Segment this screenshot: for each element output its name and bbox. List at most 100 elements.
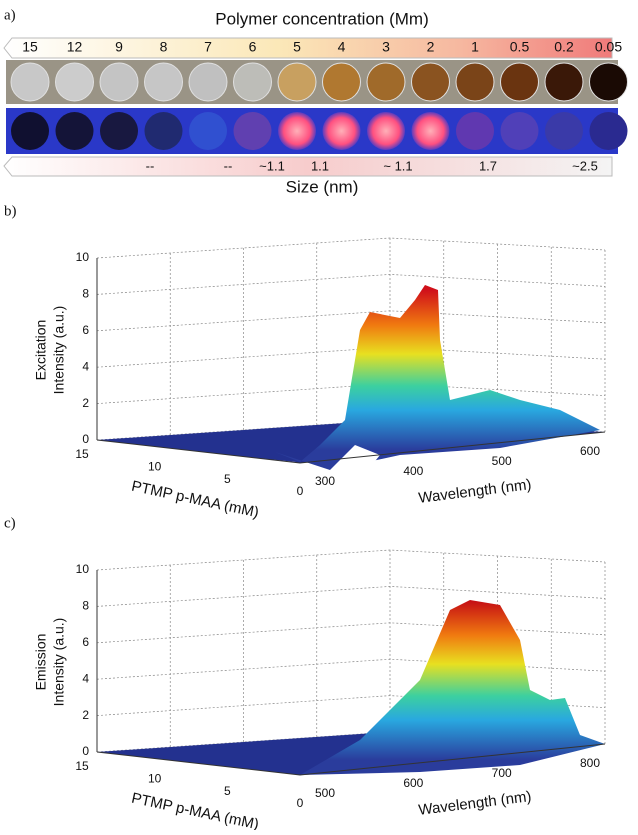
concentration-label: 9 bbox=[115, 39, 123, 55]
z-tick-label: 4 bbox=[82, 359, 89, 373]
3d-axes: 0 2 4 6 8 10 bbox=[76, 549, 606, 758]
axis-line bbox=[96, 431, 606, 464]
y-tick-label: 0 bbox=[297, 484, 304, 498]
well-uv bbox=[545, 112, 583, 150]
well-daylight bbox=[233, 62, 272, 102]
well-daylight bbox=[188, 62, 228, 102]
x-tick-label: 300 bbox=[315, 474, 335, 488]
grid-line bbox=[96, 549, 606, 571]
x-tick-label: 800 bbox=[580, 756, 600, 770]
concentration-label: 0.2 bbox=[554, 39, 574, 55]
x-axis-title: Wavelength (nm) bbox=[417, 788, 532, 819]
z-tick-label: 4 bbox=[82, 671, 89, 685]
concentration-label: 15 bbox=[22, 39, 38, 55]
concentration-arrow bbox=[3, 37, 613, 59]
well-daylight bbox=[144, 62, 183, 102]
grid-line bbox=[96, 622, 606, 644]
z-axis-title: Emission bbox=[33, 634, 49, 691]
z-tick-label: 6 bbox=[82, 635, 89, 649]
y-axis-title: PTMP p-MAA (mM) bbox=[130, 790, 260, 830]
y-tick-label: 0 bbox=[297, 796, 304, 810]
concentration-label: 4 bbox=[338, 39, 346, 55]
concentration-label: 2 bbox=[427, 39, 435, 55]
well-uv bbox=[500, 112, 539, 150]
x-tick-label: 600 bbox=[403, 776, 423, 790]
well-daylight bbox=[589, 62, 628, 102]
panel-title: Polymer concentration (Mm) bbox=[215, 9, 429, 28]
size-value: ~ 1.1 bbox=[383, 158, 412, 173]
concentration-label: 12 bbox=[67, 39, 83, 55]
y-tick-label: 5 bbox=[224, 784, 231, 798]
concentration-label: 7 bbox=[204, 39, 212, 55]
size-value: ~1.1 bbox=[259, 158, 285, 173]
panel-label: b) bbox=[4, 203, 17, 219]
concentration-label: 8 bbox=[160, 39, 168, 55]
z-tick-label: 6 bbox=[82, 323, 89, 337]
well-daylight bbox=[277, 62, 317, 102]
well-daylight bbox=[544, 62, 584, 102]
x-tick-label: 600 bbox=[580, 444, 600, 458]
well-daylight bbox=[99, 62, 139, 102]
size-value: -- bbox=[146, 158, 155, 173]
panel-label: c) bbox=[4, 515, 16, 531]
well-uv bbox=[367, 112, 405, 150]
well-uv bbox=[233, 112, 272, 150]
x-tick-label: 500 bbox=[492, 454, 512, 468]
well-daylight bbox=[10, 62, 50, 102]
well-uv bbox=[278, 112, 316, 150]
well-daylight bbox=[455, 62, 495, 102]
well-daylight bbox=[500, 62, 539, 102]
concentration-label: 5 bbox=[293, 39, 301, 55]
y-tick-label: 10 bbox=[148, 772, 162, 786]
concentration-label: 6 bbox=[249, 39, 257, 55]
concentration-label: 3 bbox=[382, 39, 390, 55]
y-tick-label: 5 bbox=[224, 472, 231, 486]
z-tick-label: 8 bbox=[82, 599, 89, 613]
z-axis-title: Excitation bbox=[33, 320, 49, 381]
well-uv bbox=[322, 112, 361, 150]
well-uv bbox=[55, 112, 94, 150]
well-daylight bbox=[366, 62, 406, 102]
concentration-label: 0.05 bbox=[595, 39, 622, 55]
size-arrow bbox=[3, 156, 613, 177]
well-uv bbox=[589, 112, 628, 150]
x-tick-label: 400 bbox=[403, 464, 423, 478]
size-value: -- bbox=[224, 158, 233, 173]
panel-label: a) bbox=[4, 7, 16, 23]
surface-excitation bbox=[97, 285, 605, 480]
grid-line bbox=[96, 274, 606, 295]
grid-line bbox=[96, 310, 606, 332]
well-uv bbox=[456, 112, 494, 150]
x-tick-label: 700 bbox=[492, 766, 512, 780]
y-axis-title: PTMP p-MAA (mM) bbox=[130, 478, 260, 522]
well-uv bbox=[100, 112, 138, 150]
grid-line bbox=[96, 586, 606, 607]
size-value: 1.1 bbox=[311, 158, 329, 173]
x-axis-title: Wavelength (nm) bbox=[417, 476, 532, 507]
well-daylight bbox=[55, 62, 94, 102]
y-tick-label: 10 bbox=[148, 460, 162, 474]
well-uv bbox=[189, 112, 227, 150]
z-tick-label: 8 bbox=[82, 287, 89, 301]
well-uv bbox=[144, 112, 183, 150]
concentration-label: 0.5 bbox=[510, 39, 530, 55]
z-axis-title: Intensity (a.u.) bbox=[51, 618, 67, 707]
x-tick-label: 500 bbox=[315, 786, 335, 800]
z-tick-label: 10 bbox=[76, 250, 90, 264]
z-tick-label: 10 bbox=[76, 562, 90, 576]
3d-axes: 0 2 4 6 8 10 bbox=[76, 237, 606, 446]
surface-emission bbox=[97, 600, 605, 775]
concentration-label: 1 bbox=[471, 39, 479, 55]
z-axis-title: Intensity (a.u.) bbox=[51, 306, 67, 395]
z-tick-label: 2 bbox=[82, 708, 89, 722]
y-tick-label: 15 bbox=[75, 759, 89, 773]
grid-line bbox=[96, 346, 606, 368]
grid-line bbox=[96, 237, 606, 259]
z-tick-label: 0 bbox=[82, 432, 89, 446]
well-daylight bbox=[322, 62, 361, 102]
grid-line bbox=[96, 658, 606, 680]
well-uv bbox=[411, 112, 450, 150]
z-tick-label: 0 bbox=[82, 744, 89, 758]
